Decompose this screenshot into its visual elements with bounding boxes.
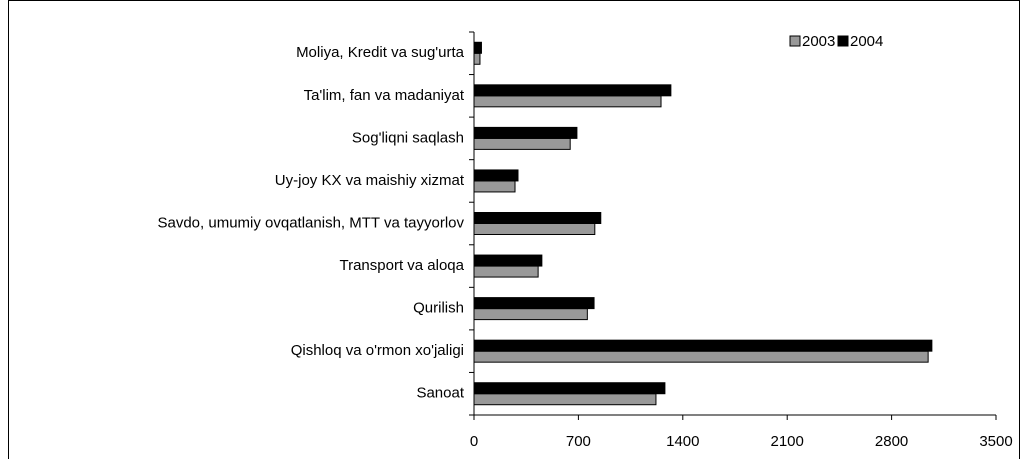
- chart-frame: [8, 0, 1020, 459]
- y-tick-label: Sanoat: [416, 385, 464, 402]
- bar: [473, 169, 519, 182]
- legend-label: 2004: [850, 33, 883, 50]
- bar: [473, 180, 516, 193]
- bar: [473, 350, 929, 363]
- y-tick-label: Transport va aloqa: [339, 257, 464, 274]
- bar: [473, 212, 602, 224]
- bar: [473, 393, 657, 406]
- bar: [473, 339, 933, 352]
- x-tick-label: 0: [470, 433, 478, 450]
- bar: [473, 308, 588, 321]
- bar: [473, 137, 571, 150]
- legend-swatch: [837, 35, 849, 47]
- bar: [473, 52, 481, 65]
- bar: [473, 95, 662, 108]
- bar: [473, 126, 578, 139]
- legend-label: 2003: [802, 33, 835, 50]
- y-tick-label: Qurilish: [413, 300, 464, 317]
- y-tick-label: Uy-joy KX va maishiy xizmat: [275, 172, 465, 189]
- x-tick-label: 2800: [875, 433, 908, 450]
- y-tick-label: Moliya, Kredit va sug'urta: [296, 44, 465, 61]
- y-tick-label: Qishloq va o'rmon xo'jaligi: [291, 342, 464, 359]
- bar: [473, 297, 595, 310]
- legend-swatch: [789, 35, 801, 47]
- y-tick-label: Sog'liqni saqlash: [352, 129, 464, 146]
- bar: [473, 223, 596, 235]
- bar: [473, 41, 482, 54]
- y-tick-label: Savdo, umumiy ovqatlanish, MTT va tayyor…: [157, 214, 464, 231]
- x-tick-label: 3500: [979, 433, 1012, 450]
- bar: [473, 382, 666, 395]
- x-tick-label: 1400: [666, 433, 699, 450]
- bar: [473, 254, 543, 267]
- bar: [473, 265, 539, 278]
- bar: [473, 84, 672, 97]
- x-tick-label: 700: [566, 433, 591, 450]
- y-tick-label: Ta'lim, fan va madaniyat: [304, 87, 465, 104]
- x-tick-label: 2100: [771, 433, 804, 450]
